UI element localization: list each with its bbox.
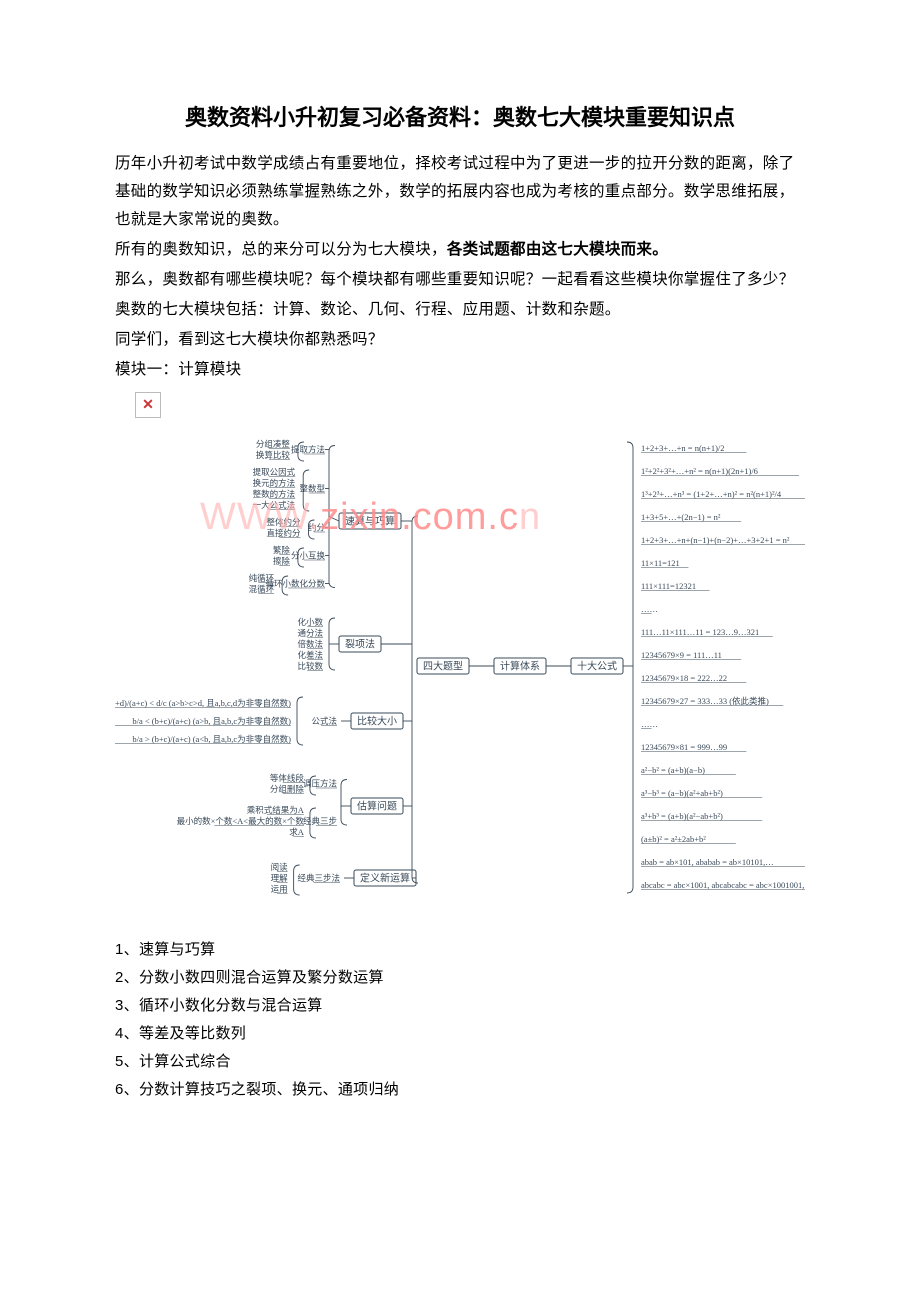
svg-text:abcabc = abc×1001, abcabcabc =: abcabc = abc×1001, abcabcabc = abc×10010… [641,880,805,890]
svg-text:理解: 理解 [271,873,289,883]
svg-text:1+3+5+…+(2n−1) = n²: 1+3+5+…+(2n−1) = n² [641,512,721,522]
svg-text:分组凑整: 分组凑整 [256,439,291,449]
paragraph-3: 那么，奥数都有哪些模块呢？每个模块都有哪些重要知识呢？一起看看这些模块你掌握住了… [115,266,805,294]
svg-text:111…11×111…11 = 123…9…321: 111…11×111…11 = 123…9…321 [641,627,759,637]
svg-text:1+2+3+…+n+(n−1)+(n−2)+…+3+2+1: 1+2+3+…+n+(n−1)+(n−2)+…+3+2+1 = n² [641,535,790,545]
svg-text:整数的方法: 整数的方法 [253,489,296,499]
svg-text:定义新运算: 定义新运算 [360,872,410,885]
svg-text:a³−b³ = (a−b)(a²+ab+b²): a³−b³ = (a−b)(a²+ab+b²) [641,788,723,798]
svg-text:调压方法: 调压方法 [303,779,337,789]
svg-text:混循环: 混循环 [249,584,275,594]
mindmap-diagram: 计算体系 四大题型 十大公式 速算与巧算裂项法比较大小估算问题定义新运算 提取方法分组凑… [115,426,805,916]
svg-text:乘积式结果为A: 乘积式结果为A [247,805,305,815]
svg-text:1+2+3+…+n = n(n+1)/2: 1+2+3+…+n = n(n+1)/2 [641,443,725,453]
svg-text:比较数: 比较数 [297,661,323,671]
svg-text:整体约分: 整体约分 [266,517,301,527]
svg-text:化小数: 化小数 [297,617,323,627]
svg-text:速算与巧算: 速算与巧算 [345,515,395,528]
list-item-2: 2、分数小数四则混合运算及繁分数运算 [115,964,805,992]
svg-text:估算问题: 估算问题 [357,800,397,813]
list-item-5: 5、计算公式综合 [115,1048,805,1076]
svg-text:111×111=12321: 111×111=12321 [641,581,696,591]
svg-text:b/a > (b+c)/(a+c) (a<b, 且a,b,c: b/a > (b+c)/(a+c) (a<b, 且a,b,c为非零自然数) [132,734,291,744]
diagram-wrap: WWW.zixin.com.cn 计算体系四大题型十大公式速算与巧算裂项法比较大… [115,426,805,916]
svg-text:运用: 运用 [271,884,288,894]
list-item-6: 6、分数计算技巧之裂项、换元、通项归纳 [115,1076,805,1104]
page-title: 奥数资料小升初复习必备资料：奥数七大模块重要知识点 [115,100,805,132]
svg-text:11×11=121: 11×11=121 [641,558,680,568]
svg-text:……: …… [641,604,658,614]
svg-text:a²−b² = (a+b)(a−b): a²−b² = (a+b)(a−b) [641,765,705,775]
svg-text:换算比较: 换算比较 [256,450,291,460]
paragraph-2a: 所有的奥数知识，总的来分可以分为七大模块， [115,241,447,258]
svg-text:裂项法: 裂项法 [345,638,375,651]
svg-text:b/a < (b+d)/(a+c) < d/c (a>b>c: b/a < (b+d)/(a+c) < d/c (a>b>c>d, 且a,b,c… [115,698,291,708]
paragraph-6: 模块一：计算模块 [115,356,805,384]
svg-text:纯循环: 纯循环 [249,573,275,583]
svg-text:12345679×9 = 111…11: 12345679×9 = 111…11 [641,650,722,660]
svg-text:提取方法: 提取方法 [291,445,325,455]
list-item-3: 3、循环小数化分数与混合运算 [115,992,805,1020]
svg-text:12345679×27 = 333…33 (依此类推): 12345679×27 = 333…33 (依此类推) [641,696,769,706]
svg-text:经典三步法: 经典三步法 [297,873,340,883]
list-item-4: 4、等差及等比数列 [115,1020,805,1048]
svg-text:等体线段: 等体线段 [270,773,305,783]
svg-text:倍数法: 倍数法 [297,639,323,649]
svg-text:公式法: 公式法 [311,716,337,726]
paragraph-2: 所有的奥数知识，总的来分可以分为七大模块，各类试题都由这七大模块而来。 [115,236,805,264]
svg-text:a³+b³ = (a+b)(a²−ab+b²): a³+b³ = (a+b)(a²−ab+b²) [641,811,723,821]
svg-text:化差法: 化差法 [297,650,323,660]
svg-text:12345679×18 = 222…22: 12345679×18 = 222…22 [641,673,727,683]
broken-image-icon: ✕ [135,392,161,418]
svg-text:1²+2²+3²+…+n² = n(n+1)(2n+1)/6: 1²+2²+3²+…+n² = n(n+1)(2n+1)/6 [641,466,758,476]
svg-text:abab = ab×101, ababab = ab×101: abab = ab×101, ababab = ab×10101,… [641,857,774,867]
svg-text:提取公因式: 提取公因式 [253,467,296,477]
svg-text:(a±b)² = a²±2ab+b²: (a±b)² = a²±2ab+b² [641,834,706,844]
svg-text:四大题型: 四大题型 [423,660,463,673]
svg-text:求A: 求A [289,827,305,837]
svg-text:分小互换: 分小互换 [291,551,326,561]
paragraph-4: 奥数的七大模块包括：计算、数论、几何、行程、应用题、计数和杂题。 [115,296,805,324]
svg-text:1³+2³+…+n³ = (1+2+…+n)² = n²(n: 1³+2³+…+n³ = (1+2+…+n)² = n²(n+1)²/4 [641,489,782,499]
svg-text:十大公式: 十大公式 [577,660,617,673]
svg-text:阅读: 阅读 [271,862,289,872]
svg-text:直接约分: 直接约分 [266,528,301,538]
svg-text:通分法: 通分法 [297,628,323,638]
svg-text:繁除: 繁除 [273,545,291,555]
svg-text:……: …… [641,719,658,729]
svg-text:比较大小: 比较大小 [357,715,397,728]
svg-text:换元的方法: 换元的方法 [253,478,296,488]
paragraph-2b-bold: 各类试题都由这七大模块而来。 [447,241,668,258]
svg-text:擦除: 擦除 [273,556,291,566]
svg-text:约分: 约分 [308,523,326,533]
svg-text:12345679×81 = 999…99: 12345679×81 = 999…99 [641,742,727,752]
svg-text:经典三步: 经典三步 [303,816,337,826]
svg-text:循环小数化分数: 循环小数化分数 [265,579,325,589]
paragraph-5: 同学们，看到这七大模块你都熟悉吗？ [115,326,805,354]
svg-text:一大公式法: 一大公式法 [253,500,296,510]
svg-text:最小的数×个数<A<最大的数×个数: 最小的数×个数<A<最大的数×个数 [177,816,305,826]
svg-text:b/a < (b+c)/(a+c) (a>b, 且a,b,c: b/a < (b+c)/(a+c) (a>b, 且a,b,c为非零自然数) [132,716,291,726]
svg-text:计算体系: 计算体系 [500,660,540,673]
list-item-1: 1、速算与巧算 [115,936,805,964]
paragraph-1: 历年小升初考试中数学成绩占有重要地位，择校考试过程中为了更进一步的拉开分数的距离… [115,150,805,234]
svg-text:分组删除: 分组删除 [270,784,305,794]
